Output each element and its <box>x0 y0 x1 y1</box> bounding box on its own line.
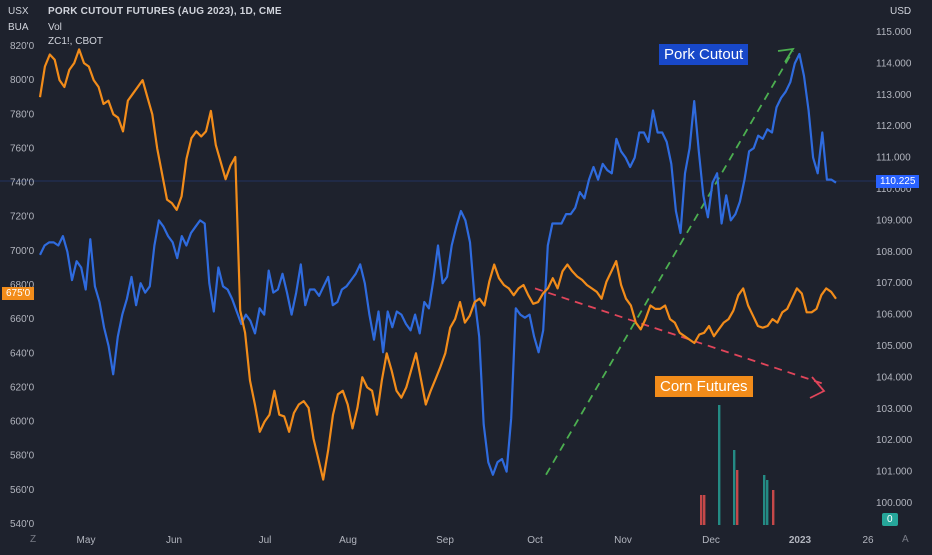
right-axis-tick-label: 111.000 <box>876 153 911 164</box>
right-axis-tick-label: 100.000 <box>876 498 913 509</box>
right-axis-tick-label: 112.000 <box>876 121 912 132</box>
pork-trendline-arrowhead <box>777 47 795 63</box>
volume-bar <box>700 495 703 525</box>
volume-bar <box>763 475 766 525</box>
right-axis-tick-label: 105.000 <box>876 341 913 352</box>
right-axis-tick-label: 114.000 <box>876 58 912 69</box>
pork-cutout-line <box>39 52 837 476</box>
left-axis-tick-label: 700'0 <box>10 246 35 257</box>
volume-bar <box>733 450 736 525</box>
volume-bar <box>766 480 769 525</box>
x-axis-tick-label: 26 <box>862 535 874 546</box>
right-unit: USD <box>890 6 912 17</box>
right-axis-tick-label: 101.000 <box>876 467 913 478</box>
x-axis-tick-label: Aug <box>339 535 357 546</box>
pork-cutout-label: Pork Cutout <box>659 44 749 65</box>
right-axis-tick-label: 108.000 <box>876 247 913 258</box>
left-axis-tick-label: 800'0 <box>10 75 35 86</box>
right-axis-tick-label: 106.000 <box>876 310 913 321</box>
left-axis-tick-label: 740'0 <box>10 178 35 189</box>
left-axis-tick-label: 760'0 <box>10 143 35 154</box>
corn-futures-line <box>38 48 837 481</box>
right-axis-tick-label: 103.000 <box>876 404 913 415</box>
left-axis-tick-label: 660'0 <box>10 314 35 325</box>
left-axis-tick-label: 620'0 <box>10 382 35 393</box>
right-axis-tick-label: 109.000 <box>876 215 913 226</box>
right-axis-tick-label: 110.000 <box>876 184 912 195</box>
x-axis-tick-label: Jul <box>259 535 272 546</box>
left-axis-tick-label: 640'0 <box>10 348 35 359</box>
x-axis-tick-label: May <box>77 535 96 546</box>
left-axis-tick-label: 780'0 <box>10 109 35 120</box>
pork-trendline <box>545 50 794 476</box>
left-unit-top: USX <box>8 6 29 17</box>
left-axis-tick-label: 580'0 <box>10 451 35 462</box>
right-axis-tick-label: 107.000 <box>876 278 913 289</box>
corn-trendline <box>534 287 825 385</box>
x-axis-tick-label: Dec <box>702 535 720 546</box>
right-axis-tick-label: 115.000 <box>876 27 912 38</box>
volume-bar <box>736 470 739 525</box>
left-axis-tick-label: 720'0 <box>10 212 35 223</box>
x-axis-tick-label: Nov <box>614 535 632 546</box>
corn-futures-label: Corn Futures <box>655 376 753 397</box>
pork-last-price-tag: 110.225 <box>876 175 920 188</box>
left-axis-tick-label: 680'0 <box>10 280 35 291</box>
chart-title: PORK CUTOUT FUTURES (AUG 2023), 1D, CME <box>48 6 282 17</box>
right-axis-tick-label: 104.000 <box>876 372 913 383</box>
right-axis-tick-label: 102.000 <box>876 435 913 446</box>
corn-last-price-tag: 675'0 <box>2 287 35 300</box>
volume-zero-badge: 0 <box>882 513 898 526</box>
left-axis-tick-label: 600'0 <box>10 417 35 428</box>
left-unit-bottom: BUA <box>8 22 29 33</box>
x-axis-tick-label: Sep <box>436 535 454 546</box>
volume-bar <box>703 495 706 525</box>
left-axis-tick-label: 560'0 <box>10 485 35 496</box>
x-axis-tick-label: Oct <box>527 535 543 546</box>
x-axis-tick-label: 2023 <box>789 535 812 546</box>
right-axis-tick-label: 113.000 <box>876 90 912 101</box>
volume-bar <box>772 490 775 525</box>
overlay-symbol-label[interactable]: ZC1!, CBOT <box>48 36 104 47</box>
x-axis-tick-label: Jun <box>166 535 182 546</box>
corner-right-label[interactable]: A <box>902 534 909 545</box>
vol-label[interactable]: Vol <box>48 22 62 33</box>
corner-left-label[interactable]: Z <box>30 534 37 545</box>
corn-trendline-arrowhead <box>809 376 826 399</box>
left-axis-tick-label: 540'0 <box>10 519 35 530</box>
volume-bar <box>718 405 721 525</box>
left-axis-tick-label: 820'0 <box>10 41 35 52</box>
